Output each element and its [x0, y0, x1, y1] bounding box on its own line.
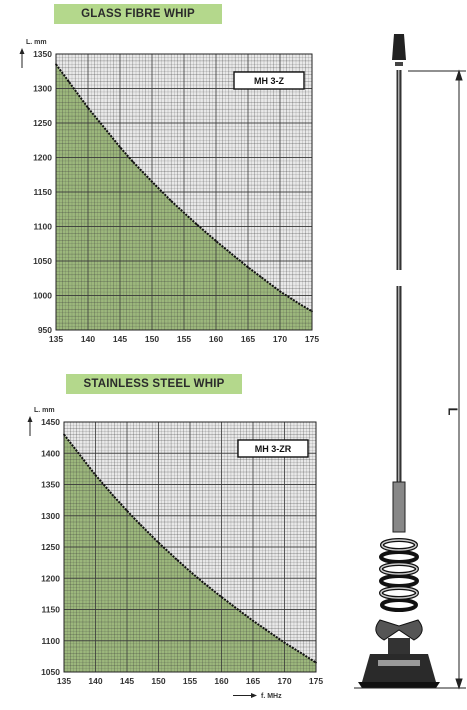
x-tick-label: 165 — [241, 334, 255, 344]
data-point — [157, 541, 160, 544]
x-tick-label: 140 — [81, 334, 95, 344]
x-tick-label: 175 — [305, 334, 319, 344]
x-tick-label: 140 — [88, 676, 102, 686]
chart-1-title: GLASS FIBRE WHIP — [54, 4, 222, 24]
data-point — [119, 146, 121, 149]
data-point — [138, 522, 141, 525]
data-point — [298, 302, 301, 305]
chart-glass-fibre: 135 140 145 150 155 160 165 170 175 950 1000 1050 11… — [19, 39, 319, 344]
model-label-box — [237, 439, 309, 458]
x-tick-label: 175 — [309, 676, 323, 686]
y-tick-label: 1050 — [41, 667, 60, 677]
data-point — [195, 223, 198, 226]
data-point — [252, 619, 254, 622]
model-label: MH 3-ZR — [255, 444, 292, 454]
data-point — [176, 559, 179, 562]
dimension-label-L: L — [445, 407, 461, 416]
data-point — [239, 610, 242, 613]
data-point — [67, 80, 70, 83]
chart-stainless-steel: 135 140 145 150 155 160 165 170 175 1050 1100 1150 1… — [27, 407, 323, 700]
y-tick-label: 1100 — [42, 636, 61, 646]
x-tick-label: 155 — [177, 334, 191, 344]
x-tick-label: 135 — [57, 676, 71, 686]
y-tick-label: 1300 — [41, 511, 60, 521]
data-point — [183, 211, 185, 214]
data-point — [315, 661, 317, 664]
data-point — [87, 106, 89, 109]
data-point — [94, 474, 97, 477]
data-point — [220, 596, 223, 598]
y-axis-label: L. mm — [34, 407, 55, 414]
y-tick-label: 1250 — [33, 118, 52, 128]
y-tick-label: 1050 — [33, 256, 52, 266]
grid — [55, 53, 313, 331]
x-tick-label: 135 — [49, 334, 63, 344]
y-tick-label: 950 — [38, 325, 52, 335]
data-point — [215, 240, 217, 242]
y-tick-label: 1100 — [34, 222, 53, 232]
antenna-base — [362, 654, 436, 682]
x-tick-label: 170 — [277, 676, 291, 686]
x-tick-label: 150 — [145, 334, 159, 344]
data-point — [170, 200, 173, 202]
dimension-line — [354, 69, 466, 690]
data-point — [311, 310, 313, 313]
data-point — [259, 275, 262, 278]
y-tick-label: 1250 — [41, 542, 60, 552]
data-point — [247, 266, 249, 269]
y-tick-label: 1350 — [41, 480, 60, 490]
chart-2-title: STAINLESS STEEL WHIP — [66, 374, 242, 394]
data-point — [126, 509, 128, 512]
data-point — [189, 570, 191, 573]
model-label-box — [233, 71, 305, 90]
y-tick-label: 1150 — [42, 605, 61, 615]
y-tick-label: 1300 — [33, 84, 52, 94]
data-point — [63, 433, 65, 436]
x-tick-label: 150 — [151, 676, 165, 686]
y-tick-label: 1400 — [41, 448, 60, 458]
x-axis-label: f. MHz — [261, 693, 282, 700]
data-point — [106, 130, 109, 133]
data-point — [151, 180, 153, 183]
antenna-tip-knob — [392, 34, 406, 60]
data-point — [113, 496, 116, 498]
y-tick-label: 1000 — [33, 291, 52, 301]
data-point — [75, 449, 78, 452]
data-point — [201, 581, 204, 583]
y-tick-label: 1150 — [34, 187, 53, 197]
x-tick-label: 165 — [246, 676, 260, 686]
data-point — [55, 63, 57, 66]
y-tick-label: 1450 — [41, 417, 60, 427]
data-point — [302, 653, 305, 656]
whip-sleeve — [392, 481, 406, 533]
x-tick-label: 160 — [209, 334, 223, 344]
data-point — [234, 255, 237, 258]
x-tick-label: 145 — [120, 676, 134, 686]
antenna-wing-nut — [375, 619, 423, 641]
x-tick-label: 170 — [273, 334, 287, 344]
grid — [63, 421, 317, 673]
data-point — [264, 628, 267, 631]
data-point — [279, 290, 281, 293]
data-point — [131, 160, 134, 163]
y-tick-label: 1350 — [33, 49, 52, 59]
model-label: MH 3-Z — [254, 76, 284, 86]
x-tick-label: 160 — [214, 676, 228, 686]
x-tick-label: 155 — [183, 676, 197, 686]
y-tick-label: 1200 — [41, 573, 60, 583]
data-point — [283, 641, 286, 644]
y-tick-label: 1200 — [33, 153, 52, 163]
y-axis-label: L. mm — [26, 39, 47, 46]
x-tick-label: 145 — [113, 334, 127, 344]
antenna-diagram — [354, 34, 466, 690]
